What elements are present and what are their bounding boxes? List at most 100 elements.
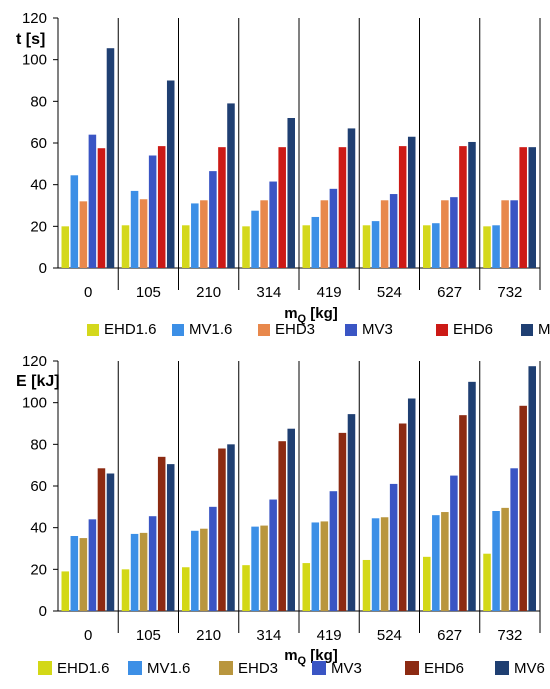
bar-MV3-732 bbox=[510, 200, 518, 268]
x-tick-label: 105 bbox=[136, 284, 161, 301]
bar-MV3-314 bbox=[269, 499, 277, 611]
bar-MV3-524 bbox=[389, 483, 398, 611]
bar-EHD3-419 bbox=[320, 521, 329, 611]
bar-EHD3-732 bbox=[501, 507, 509, 611]
legend-swatch-MV3 bbox=[312, 661, 326, 675]
bar-MV1.6-627 bbox=[432, 223, 440, 268]
bar-EHD6-627 bbox=[459, 415, 467, 611]
legend-swatch-MV1.6 bbox=[172, 324, 184, 336]
bar-MV3-105 bbox=[148, 155, 157, 268]
x-tick-label: 627 bbox=[437, 284, 462, 301]
bar-MV1.6-210 bbox=[191, 203, 199, 268]
bar-EHD6-210 bbox=[218, 448, 226, 611]
bar-MV3-732 bbox=[510, 468, 518, 611]
x-tick-label: 0 bbox=[84, 284, 92, 301]
bar-EHD6-210 bbox=[218, 147, 226, 268]
legend-label-MV1.6: MV1.6 bbox=[189, 321, 232, 338]
x-tick-label: 314 bbox=[256, 284, 281, 301]
legend-swatch-MV6 bbox=[521, 324, 533, 336]
bar-MV1.6-210 bbox=[191, 530, 199, 611]
y-tick-label: 120 bbox=[22, 353, 47, 370]
legend-label-EHD1.6: EHD1.6 bbox=[57, 660, 110, 677]
bar-EHD1.6-419 bbox=[302, 225, 311, 268]
bar-EHD3-314 bbox=[260, 525, 268, 611]
legend-label-EHD1.6: EHD1.6 bbox=[104, 321, 157, 338]
bar-MV6-419 bbox=[347, 128, 356, 268]
bar-EHD3-732 bbox=[501, 200, 509, 268]
bar-EHD1.6-732 bbox=[483, 553, 491, 611]
y-tick-label: 80 bbox=[30, 93, 47, 110]
legend-swatch-EHD3 bbox=[258, 324, 270, 336]
x-tick-label: 210 bbox=[196, 627, 221, 644]
bar-MV6-627 bbox=[468, 381, 476, 611]
bar-MV6-314 bbox=[287, 118, 295, 268]
bar-MV6-524 bbox=[407, 398, 416, 611]
bar-EHD1.6-524 bbox=[362, 559, 371, 611]
x-axis-label: mQ [kg] bbox=[284, 305, 338, 325]
bar-MV1.6-314 bbox=[251, 210, 259, 268]
bar-MV6-524 bbox=[407, 136, 416, 268]
bar-EHD3-524 bbox=[380, 517, 389, 611]
bar-EHD1.6-105 bbox=[121, 225, 130, 268]
bar-EHD1.6-105 bbox=[121, 569, 130, 611]
bar-EHD1.6-314 bbox=[242, 565, 250, 611]
bar-EHD6-524 bbox=[398, 423, 407, 611]
bar-MV6-732 bbox=[528, 147, 536, 268]
x-tick-label: 210 bbox=[196, 284, 221, 301]
legend-swatch-EHD6 bbox=[405, 661, 419, 675]
bar-MV1.6-105 bbox=[130, 533, 139, 611]
y-tick-label: 0 bbox=[39, 603, 47, 620]
x-tick-label: 524 bbox=[377, 627, 402, 644]
y-tick-label: 120 bbox=[22, 10, 47, 27]
bar-EHD3-0 bbox=[79, 201, 88, 268]
bar-EHD6-0 bbox=[97, 148, 106, 268]
bar-MV1.6-419 bbox=[311, 522, 320, 611]
bar-MV6-210 bbox=[227, 103, 235, 269]
bar-EHD6-524 bbox=[398, 146, 407, 268]
chart-2: 0 20 40 60 80 100 120 0 105 210 314 419 524 627 732 E [… bbox=[16, 353, 545, 677]
bar-MV3-105 bbox=[148, 516, 157, 611]
chart-1: 0 20 40 60 80 100 120 0 105 210 314 419 524 627 732 t [… bbox=[16, 10, 550, 338]
bar-MV3-419 bbox=[329, 491, 338, 611]
y-tick-label: 0 bbox=[39, 260, 47, 277]
bar-MV3-627 bbox=[450, 197, 458, 268]
legend-label-EHD3: EHD3 bbox=[238, 660, 278, 677]
legend-label-MV6: MV6 bbox=[538, 321, 550, 338]
bar-EHD6-105 bbox=[157, 456, 166, 611]
bar-MV6-105 bbox=[166, 80, 175, 268]
x-tick-label: 419 bbox=[317, 627, 342, 644]
y-tick-label: 40 bbox=[30, 520, 47, 537]
bar-EHD6-419 bbox=[338, 147, 347, 268]
x-tick-label: 524 bbox=[377, 284, 402, 301]
bar-EHD3-314 bbox=[260, 200, 268, 268]
bar-MV6-105 bbox=[166, 464, 175, 611]
bar-MV3-0 bbox=[88, 519, 97, 611]
bar-MV1.6-314 bbox=[251, 526, 259, 611]
bar-MV6-732 bbox=[528, 366, 536, 611]
bar-MV1.6-105 bbox=[130, 190, 139, 268]
y-tick-label: 100 bbox=[22, 52, 47, 69]
bar-MV3-419 bbox=[329, 188, 338, 268]
bar-MV3-0 bbox=[88, 134, 97, 268]
bar-EHD1.6-732 bbox=[483, 226, 491, 268]
bar-EHD1.6-524 bbox=[362, 225, 371, 268]
bar-EHD1.6-0 bbox=[61, 226, 70, 268]
bar-MV6-627 bbox=[468, 141, 476, 268]
bar-MV6-0 bbox=[106, 48, 115, 269]
bar-MV3-210 bbox=[209, 171, 217, 268]
bar-EHD6-732 bbox=[519, 405, 527, 611]
y-tick-label: 80 bbox=[30, 436, 47, 453]
bar-EHD3-627 bbox=[441, 512, 449, 611]
y-axis-label: E [kJ] bbox=[16, 373, 60, 390]
bar-EHD6-419 bbox=[338, 432, 347, 611]
y-tick-label: 20 bbox=[30, 218, 47, 235]
bar-MV3-314 bbox=[269, 181, 277, 268]
bar-MV6-314 bbox=[287, 428, 295, 611]
y-tick-label: 60 bbox=[30, 135, 47, 152]
bar-EHD1.6-314 bbox=[242, 226, 250, 268]
legend-swatch-MV1.6 bbox=[128, 661, 142, 675]
y-axis-label: t [s] bbox=[16, 31, 45, 48]
bar-MV1.6-0 bbox=[70, 175, 79, 268]
bar-EHD3-0 bbox=[79, 538, 88, 611]
